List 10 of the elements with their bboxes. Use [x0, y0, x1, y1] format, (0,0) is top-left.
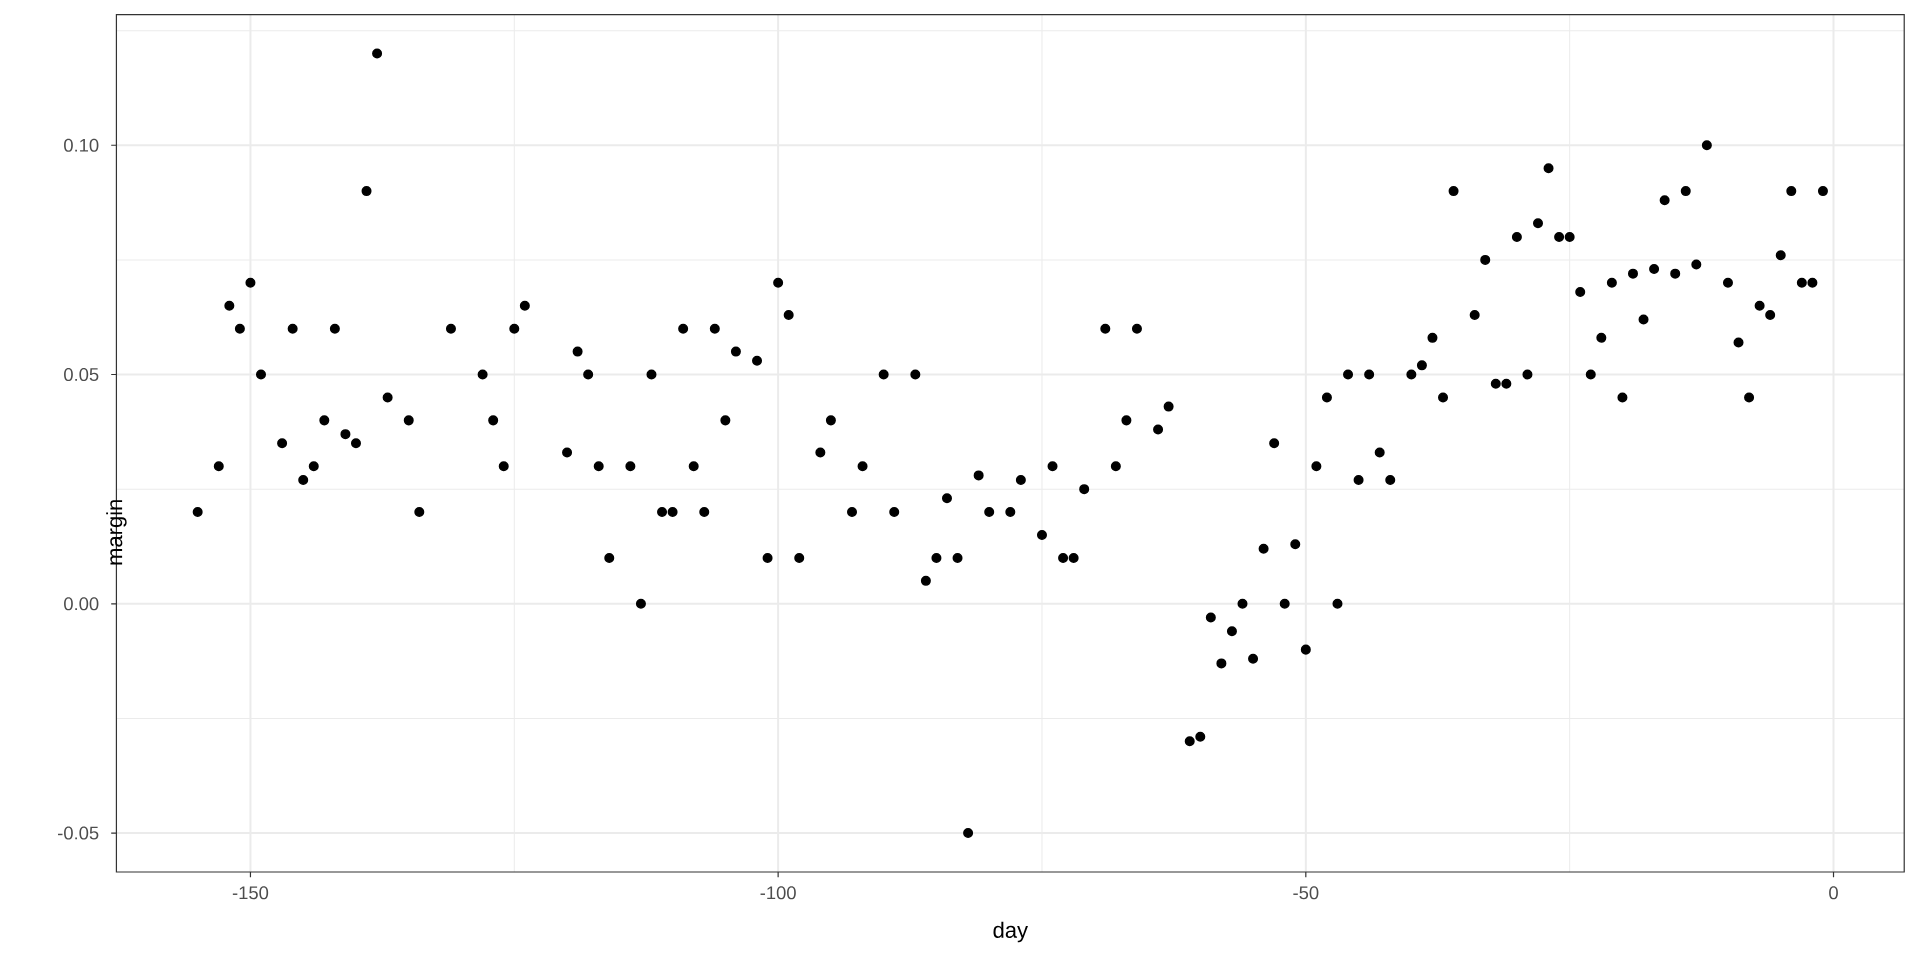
y-axis-title: margin [106, 500, 127, 565]
x-tick-label: -100 [760, 886, 796, 900]
x-tick-label: -150 [232, 886, 269, 900]
y-tick-label: 0.00 [64, 597, 99, 611]
y-tick-label: -0.05 [58, 826, 99, 840]
x-tick-label: 0 [1829, 886, 1838, 900]
x-tick-label: -50 [1293, 886, 1319, 900]
x-axis-title: day [993, 921, 1028, 943]
y-tick-label: 0.10 [64, 138, 99, 152]
y-tick-label: 0.05 [64, 368, 99, 382]
